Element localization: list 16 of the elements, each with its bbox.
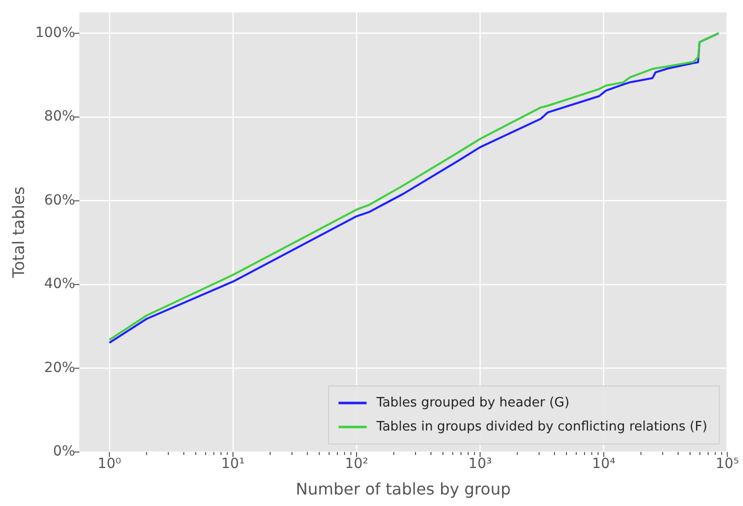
x-tick-label: 10³ xyxy=(468,456,492,472)
x-tick-label: 10⁵ xyxy=(716,456,740,472)
x-tick-label: 10⁰ xyxy=(98,456,122,472)
legend-label: Tables in groups divided by conflicting relations (F) xyxy=(376,419,708,434)
y-tick-label: 40% xyxy=(44,276,76,292)
x-tick-label: 10² xyxy=(344,456,368,472)
y-axis-title: Total tables xyxy=(8,186,28,279)
x-tick-label: 10¹ xyxy=(221,456,245,472)
y-tick-label: 0% xyxy=(53,444,76,460)
x-axis-title: Number of tables by group xyxy=(296,480,511,499)
y-tick-label: 100% xyxy=(35,24,76,41)
y-tick-label: 20% xyxy=(44,360,76,376)
y-tick-label: 80% xyxy=(44,108,76,125)
y-tick-label: 60% xyxy=(44,192,76,208)
legend-label: Tables grouped by header (G) xyxy=(376,395,570,410)
x-tick-label: 10⁴ xyxy=(592,456,616,472)
